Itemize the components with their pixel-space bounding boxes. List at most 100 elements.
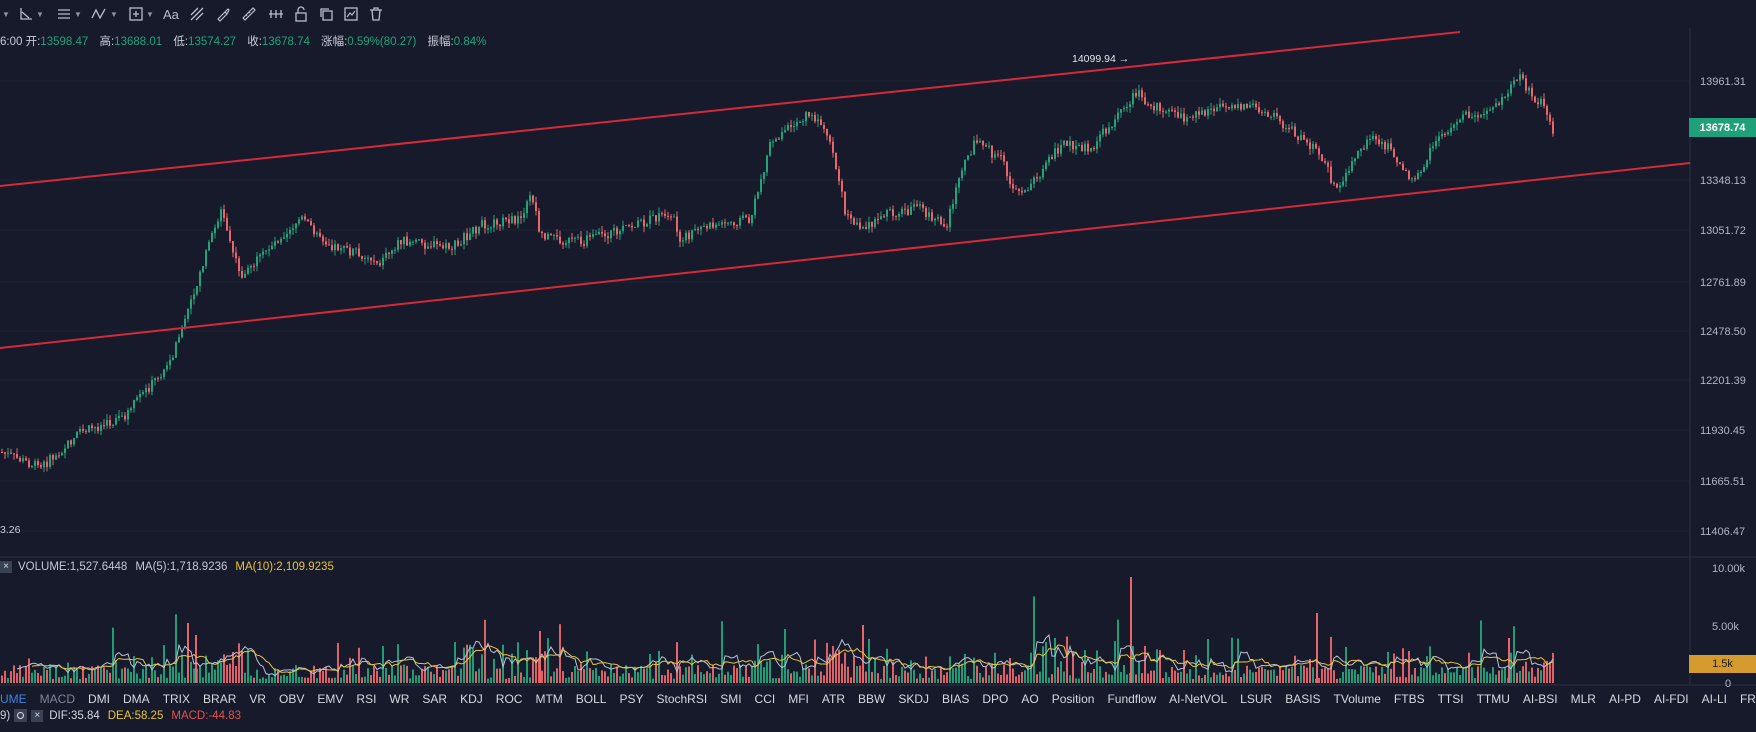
shapes-tool-icon[interactable]: ▼ (128, 4, 154, 24)
tab-brar[interactable]: BRAR (203, 692, 237, 706)
low-value: 13574.27 (188, 36, 237, 48)
tab-stochrsi[interactable]: StochRSI (656, 692, 708, 706)
close-icon[interactable]: × (31, 709, 44, 722)
multi-line-tool-icon[interactable]: ▼ (90, 4, 118, 24)
current-price-tag: 13678.74 (1689, 118, 1756, 137)
close-label: 收: (247, 36, 262, 48)
macd-value: MACD:-44.83 (171, 709, 242, 722)
tab-fundflow[interactable]: Fundflow (1107, 692, 1157, 706)
tab-ai-bsi[interactable]: AI-BSI (1522, 692, 1558, 706)
ohlc-info-bar: 6:00 开:13598.47 高:13688.01 低:13574.27 收:… (0, 33, 494, 49)
tab-vr[interactable]: VR (249, 692, 267, 706)
tab-skdj[interactable]: SKDJ (898, 692, 930, 706)
high-value: 13688.01 (114, 36, 163, 48)
volume-ma10-line (31, 644, 1554, 674)
tab-emv[interactable]: EMV (317, 692, 344, 706)
tab-roc[interactable]: ROC (495, 692, 523, 706)
tab-ai-fdi[interactable]: AI-FDI (1653, 692, 1689, 706)
tab-ai-li[interactable]: AI-LI (1701, 692, 1727, 706)
tab-ai-netvol[interactable]: AI-NetVOL (1169, 692, 1228, 706)
open-label: 开: (25, 36, 41, 48)
price-tick-label: 11930.45 (1700, 425, 1745, 437)
tab-ttsi[interactable]: TTSI (1437, 692, 1464, 706)
tab-psy[interactable]: PSY (619, 692, 644, 706)
lock-tool-icon[interactable] (294, 4, 308, 24)
tab-dpo[interactable]: DPO (982, 692, 1009, 706)
tab-position[interactable]: Position (1051, 692, 1095, 706)
macd-prefix: 9) (0, 709, 11, 722)
tab-bbw[interactable]: BBW (857, 692, 886, 706)
trendline-tool-icon[interactable]: ▼ (18, 4, 44, 24)
brush-tool-icon[interactable] (215, 4, 231, 24)
tab-ftbs[interactable]: FTBS (1393, 692, 1425, 706)
change-label: 涨幅: (321, 36, 348, 48)
indicator-tabs: UME MACD DMI DMA TRIX BRAR VR OBV EMV RSI WR SAR KDJ… (0, 689, 1756, 709)
copy-tool-icon[interactable] (318, 4, 334, 24)
amplitude-label: 振幅: (427, 36, 454, 48)
pattern-tool-icon[interactable] (189, 4, 205, 24)
tab-trix[interactable]: TRIX (162, 692, 191, 706)
volume-bars (1, 577, 1554, 683)
volume-value: VOLUME:1,527.6448 (18, 561, 128, 573)
tab-basis[interactable]: BASIS (1285, 692, 1321, 706)
tab-dma[interactable]: DMA (123, 692, 150, 706)
price-tick-label: 13051.72 (1700, 225, 1746, 237)
amplitude-value: 0.84% (453, 36, 487, 48)
tab-lsur[interactable]: LSUR (1240, 692, 1273, 706)
high-marker: 14099.94 → (1072, 53, 1129, 65)
volume-ma5: MA(5):1,718.9236 (135, 561, 228, 573)
tab-boll[interactable]: BOLL (575, 692, 607, 706)
price-tick-label: 13961.31 (1700, 76, 1746, 88)
tab-mfi[interactable]: MFI (788, 692, 809, 706)
tab-cci[interactable]: CCI (754, 692, 776, 706)
tab-tvolume[interactable]: TVolume (1333, 692, 1381, 706)
price-tick-label: 12478.50 (1700, 326, 1746, 338)
low-marker: 3.26 (0, 524, 21, 536)
tab-atr[interactable]: ATR (821, 692, 845, 706)
high-label: 高: (99, 36, 115, 48)
close-value: 13678.74 (261, 36, 310, 48)
delete-tool-icon[interactable] (369, 4, 383, 24)
tab-wr[interactable]: WR (389, 692, 410, 706)
tab-dmi[interactable]: DMI (88, 692, 111, 706)
close-icon[interactable]: × (0, 561, 12, 573)
ruler-tool-icon[interactable] (241, 4, 257, 24)
tab-sar[interactable]: SAR (422, 692, 448, 706)
tab-ume[interactable]: UME (0, 692, 27, 706)
open-value: 13598.47 (40, 36, 89, 48)
volume-tick-label: 0 (1725, 678, 1731, 690)
low-label: 低: (173, 36, 189, 48)
tab-kdj[interactable]: KDJ (460, 692, 483, 706)
tab-ao[interactable]: AO (1021, 692, 1039, 706)
horizontal-lines-tool-icon[interactable]: ▼ (56, 4, 82, 24)
tab-mtm[interactable]: MTM (535, 692, 563, 706)
tab-ai-pd[interactable]: AI-PD (1608, 692, 1641, 706)
price-tick-label: 12761.89 (1700, 277, 1746, 289)
price-tick-label: 11406.47 (1700, 526, 1745, 538)
gear-icon[interactable] (14, 709, 28, 722)
visibility-tool-icon[interactable] (343, 4, 359, 24)
tab-fr[interactable]: FR (1739, 692, 1756, 706)
tab-bias[interactable]: BIAS (942, 692, 970, 706)
volume-tick-label: 5.00k (1712, 621, 1739, 633)
measure-tool-icon[interactable] (267, 4, 285, 24)
tab-rsi[interactable]: RSI (356, 692, 377, 706)
text-tool-icon[interactable]: Aa (163, 6, 179, 22)
tab-mlr[interactable]: MLR (1570, 692, 1596, 706)
tab-macd[interactable]: MACD (39, 692, 76, 706)
tab-smi[interactable]: SMI (720, 692, 742, 706)
tab-ttmu[interactable]: TTMU (1476, 692, 1510, 706)
channel-lower-line[interactable] (0, 162, 1691, 349)
volume-ma5-line (16, 634, 1554, 677)
price-axis[interactable]: 13961.31 13348.13 13051.72 12761.89 12478.50… (1700, 76, 1746, 538)
macd-dif: DIF:35.84 (49, 709, 100, 722)
current-volume-tag: 1.5k (1689, 655, 1756, 673)
tab-obv[interactable]: OBV (279, 692, 305, 706)
dropdown-caret-icon[interactable]: ▼ (2, 9, 10, 19)
macd-legend: 9) × DIF:35.84 DEA:58.25 MACD:-44.83 (0, 709, 241, 722)
price-tick-label: 11665.51 (1700, 476, 1745, 488)
macd-dea: DEA:58.25 (107, 709, 164, 722)
volume-axis[interactable]: 10.00k 5.00k 0 (1712, 563, 1746, 690)
channel-upper-line[interactable] (0, 31, 1461, 187)
